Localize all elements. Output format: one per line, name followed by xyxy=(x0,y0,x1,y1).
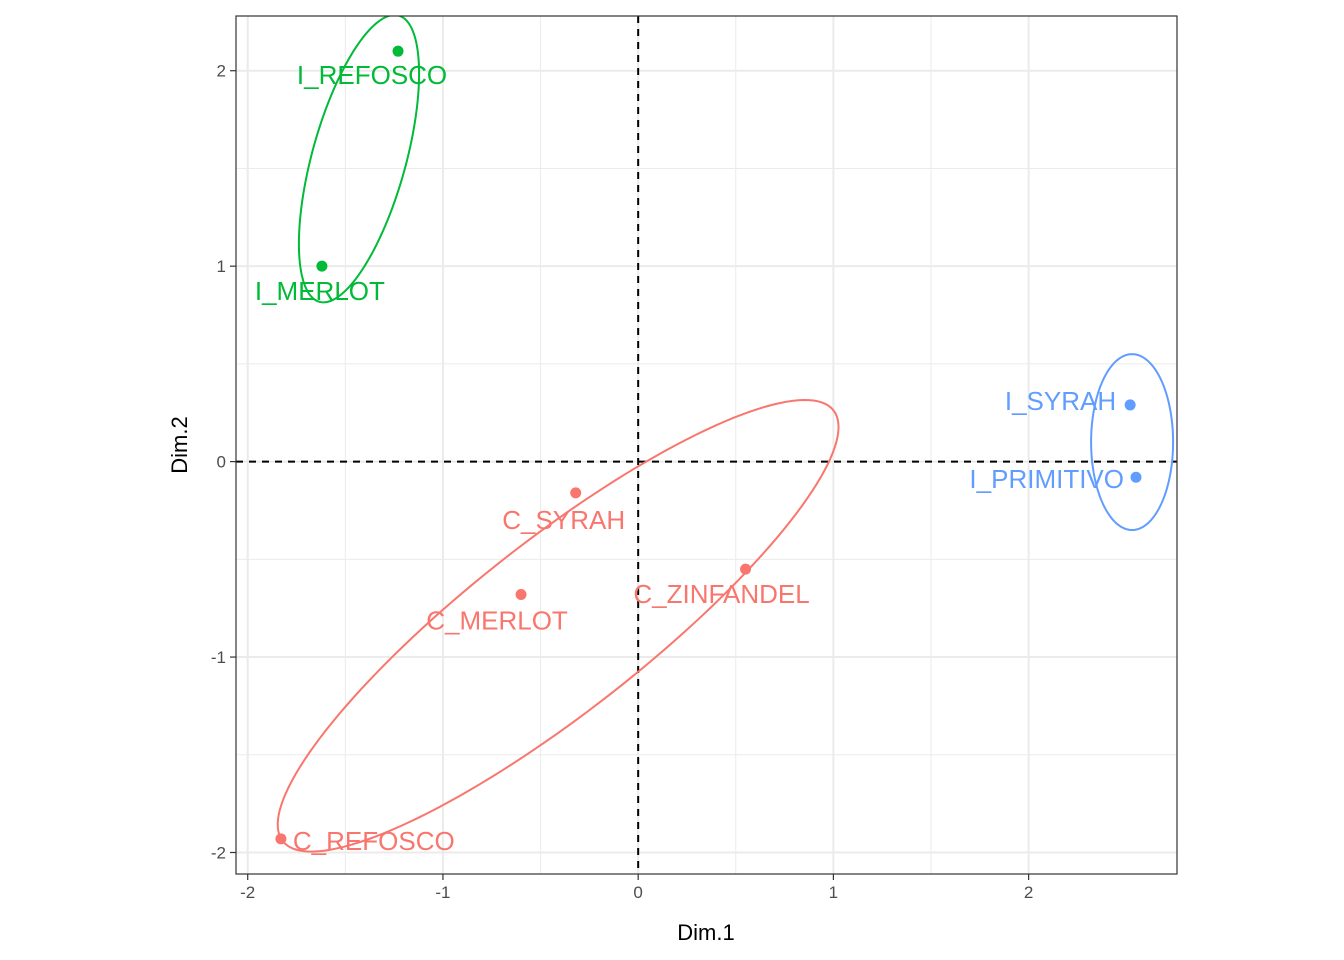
point-c-zinfandel xyxy=(740,563,752,575)
point-i-syrah xyxy=(1124,399,1136,411)
point-i-refosco xyxy=(392,45,404,57)
y-tick-label: -2 xyxy=(211,844,226,863)
y-axis: -2 -1 0 1 2 xyxy=(211,62,236,863)
label-i-refosco: I_REFOSCO xyxy=(297,60,447,90)
point-i-merlot xyxy=(316,260,328,272)
x-tick-label: -2 xyxy=(240,883,255,902)
group-ellipse xyxy=(1090,353,1175,532)
y-tick-label: 1 xyxy=(217,257,226,276)
x-tick-label: 0 xyxy=(633,883,642,902)
grid-minor xyxy=(236,16,1177,874)
x-axis-title: Dim.1 xyxy=(677,920,734,945)
y-axis-title: Dim.2 xyxy=(167,416,192,473)
point-i-primitivo xyxy=(1130,471,1142,483)
reference-lines xyxy=(236,16,1177,874)
label-i-primitivo: I_PRIMITIVO xyxy=(969,464,1124,494)
label-c-merlot: C_MERLOT xyxy=(426,606,568,636)
label-c-syrah: C_SYRAH xyxy=(502,505,625,535)
point-c-refosco xyxy=(275,833,287,845)
data-points xyxy=(275,45,1142,845)
y-tick-label: 2 xyxy=(217,62,226,81)
point-labels: C_SYRAH C_ZINFANDEL C_MERLOT C_REFOSCO I_REF… xyxy=(255,60,1124,856)
group-ellipse xyxy=(297,16,421,304)
panel-background xyxy=(236,16,1177,874)
point-c-merlot xyxy=(515,589,527,601)
x-axis: -2 -1 0 1 2 xyxy=(240,874,1033,902)
point-c-syrah xyxy=(570,487,582,499)
y-tick-label: -1 xyxy=(211,648,226,667)
label-c-refosco: C_REFOSCO xyxy=(293,826,455,856)
label-i-merlot: I_MERLOT xyxy=(255,276,385,306)
x-tick-label: 2 xyxy=(1024,883,1033,902)
x-tick-label: 1 xyxy=(829,883,838,902)
x-tick-label: -1 xyxy=(435,883,450,902)
panel-border xyxy=(235,15,1178,875)
y-tick-label: 0 xyxy=(217,453,226,472)
label-i-syrah: I_SYRAH xyxy=(1005,386,1116,416)
label-c-zinfandel: C_ZINFANDEL xyxy=(633,579,809,609)
